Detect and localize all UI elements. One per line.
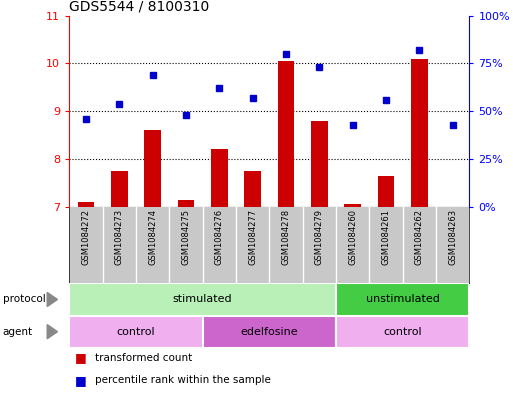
Bar: [336, 316, 469, 348]
Text: GSM1084262: GSM1084262: [415, 209, 424, 265]
Text: GSM1084279: GSM1084279: [315, 209, 324, 265]
Bar: [278, 61, 294, 207]
Text: agent: agent: [3, 327, 33, 337]
Bar: [177, 200, 194, 207]
Bar: [378, 176, 394, 207]
Text: percentile rank within the sample: percentile rank within the sample: [95, 375, 271, 386]
Text: GSM1084260: GSM1084260: [348, 209, 357, 265]
Text: GSM1084273: GSM1084273: [115, 209, 124, 265]
Bar: [211, 149, 228, 207]
Bar: [344, 204, 361, 207]
Bar: [69, 316, 203, 348]
Bar: [311, 121, 328, 207]
Text: unstimulated: unstimulated: [366, 294, 440, 305]
Bar: [203, 316, 336, 348]
Text: GSM1084272: GSM1084272: [82, 209, 90, 265]
Text: GSM1084274: GSM1084274: [148, 209, 157, 265]
Text: GSM1084263: GSM1084263: [448, 209, 457, 265]
Text: GSM1084261: GSM1084261: [382, 209, 390, 265]
Bar: [111, 171, 128, 207]
Text: control: control: [383, 327, 422, 337]
Text: ■: ■: [74, 374, 86, 387]
Text: GSM1084275: GSM1084275: [182, 209, 190, 265]
Text: GSM1084277: GSM1084277: [248, 209, 257, 265]
Text: edelfosine: edelfosine: [241, 327, 298, 337]
Text: GDS5544 / 8100310: GDS5544 / 8100310: [69, 0, 209, 14]
Text: ■: ■: [74, 351, 86, 364]
Bar: [244, 171, 261, 207]
Text: GSM1084278: GSM1084278: [282, 209, 290, 265]
Bar: [144, 130, 161, 207]
Bar: [77, 202, 94, 207]
Text: protocol: protocol: [3, 294, 45, 305]
Text: transformed count: transformed count: [95, 353, 192, 363]
Bar: [69, 283, 336, 316]
Text: control: control: [116, 327, 155, 337]
Bar: [411, 59, 428, 207]
Text: stimulated: stimulated: [173, 294, 232, 305]
Bar: [336, 283, 469, 316]
Text: GSM1084276: GSM1084276: [215, 209, 224, 265]
